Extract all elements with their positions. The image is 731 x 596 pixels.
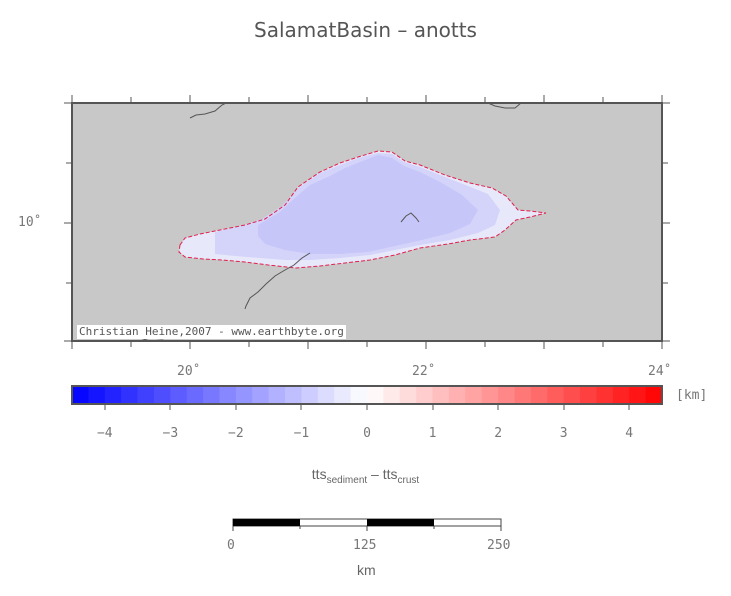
colorbar-tick-label: 0 bbox=[363, 426, 371, 441]
colorbar-ticks bbox=[104, 404, 630, 410]
colorbar-tick-label: 2 bbox=[494, 426, 503, 441]
colorbar-cell bbox=[547, 386, 565, 404]
colorbar-tick-label: 3 bbox=[559, 426, 568, 441]
colorbar-tick-label: −3 bbox=[162, 426, 179, 441]
map-credit: Christian Heine,2007 - www.earthbyte.org bbox=[77, 325, 346, 339]
colorbar-tick-label: −4 bbox=[96, 426, 113, 441]
colorbar-cell bbox=[104, 386, 122, 404]
colorbar-axis-label: ttssediment – ttscrust bbox=[0, 466, 731, 486]
colorbar-cell bbox=[268, 386, 286, 404]
colorbar-cell bbox=[350, 386, 368, 404]
scale-unit: km bbox=[357, 562, 376, 578]
colorbar-cell bbox=[383, 386, 401, 404]
colorbar-unit: [km] bbox=[676, 388, 708, 403]
map-title: SalamatBasin – anotts bbox=[254, 18, 477, 42]
scale-label-125: 125 bbox=[353, 538, 377, 553]
scale-bar bbox=[232, 518, 502, 531]
lon-label-24: 24˚ bbox=[648, 364, 672, 379]
colorbar-cell bbox=[170, 386, 188, 404]
colorbar-cell bbox=[186, 386, 204, 404]
border-line-sw bbox=[244, 252, 311, 310]
colorbar-cell bbox=[481, 386, 499, 404]
basin-inner bbox=[258, 155, 478, 254]
scale-label-0: 0 bbox=[227, 538, 235, 553]
colorbar-cell bbox=[563, 386, 581, 404]
colorbar-tick-label: 4 bbox=[625, 426, 634, 441]
colorbar-cell bbox=[137, 386, 155, 404]
colorbar-cell bbox=[219, 386, 237, 404]
lon-label-20: 20˚ bbox=[177, 364, 201, 379]
border-line-ne bbox=[487, 102, 522, 109]
scale-label-250: 250 bbox=[487, 538, 511, 553]
colorbar-cell bbox=[432, 386, 450, 404]
colorbar-tick-label: −2 bbox=[228, 426, 244, 441]
colorbar-cell bbox=[153, 386, 171, 404]
colorbar-cell bbox=[121, 386, 139, 404]
colorbar-cell bbox=[580, 386, 597, 404]
colorbar-cell bbox=[285, 386, 302, 404]
basin-outline bbox=[178, 150, 547, 269]
colorbar-cell bbox=[498, 386, 515, 404]
colorbar-tick-label: −1 bbox=[293, 426, 310, 441]
colorbar-cell bbox=[645, 386, 663, 404]
colorbar-cell bbox=[530, 386, 548, 404]
colorbar-cell bbox=[514, 386, 532, 404]
colorbar-cell bbox=[465, 386, 483, 404]
lon-label-22: 22˚ bbox=[412, 364, 436, 379]
label-tts-1: tts bbox=[311, 466, 327, 482]
colorbar-cell bbox=[399, 386, 417, 404]
colorbar-cell bbox=[416, 386, 434, 404]
colorbar-cell bbox=[367, 386, 384, 404]
colorbar-cell bbox=[72, 386, 89, 404]
label-minus: – bbox=[367, 466, 383, 482]
colorbar-cell bbox=[334, 386, 352, 404]
colorbar-cell bbox=[88, 386, 106, 404]
colorbar-cell bbox=[252, 386, 270, 404]
lat-label-10: 10˚ bbox=[18, 215, 42, 230]
colorbar-cell bbox=[235, 386, 253, 404]
colorbar-cell bbox=[629, 386, 647, 404]
colorbar-cell bbox=[301, 386, 319, 404]
border-line-nw bbox=[189, 102, 227, 119]
colorbar-cell bbox=[448, 386, 466, 404]
colorbar-cell bbox=[317, 386, 335, 404]
colorbar-cell bbox=[596, 386, 614, 404]
colorbar-cell bbox=[203, 386, 220, 404]
label-sub-sediment: sediment bbox=[326, 474, 368, 486]
colorbar bbox=[72, 386, 663, 404]
label-sub-crust: crust bbox=[397, 474, 420, 486]
colorbar-cell bbox=[612, 386, 630, 404]
map-ticks bbox=[64, 95, 670, 349]
label-tts-2: tts bbox=[382, 466, 398, 482]
colorbar-tick-label: 1 bbox=[428, 426, 437, 441]
border-line-center bbox=[400, 212, 420, 223]
